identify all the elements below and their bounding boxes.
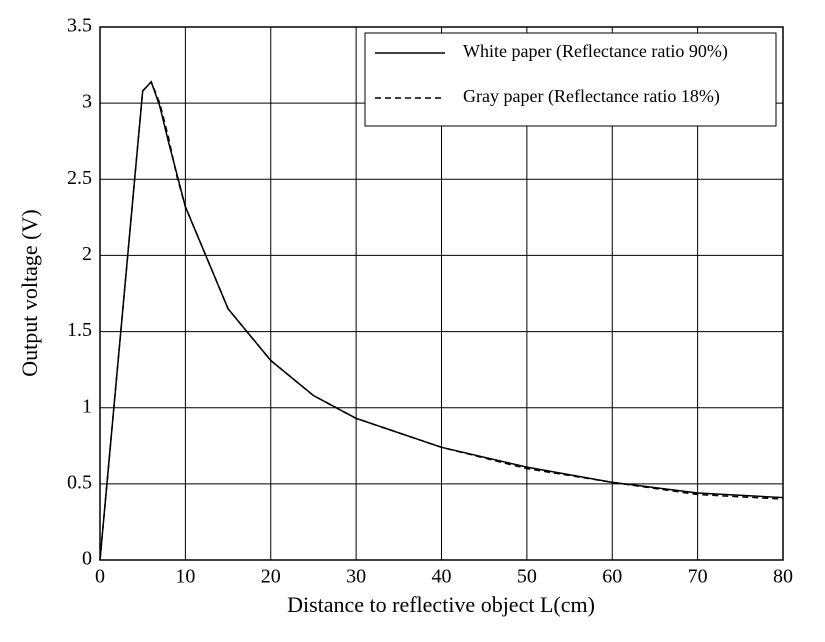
x-tick-label: 50 — [517, 566, 537, 588]
y-axis-label: Output voltage (V) — [17, 209, 42, 376]
x-tick-label: 70 — [688, 566, 708, 588]
y-tick-label: 0 — [82, 548, 92, 570]
y-tick-label: 2 — [82, 243, 92, 265]
x-tick-label: 30 — [346, 566, 366, 588]
y-tick-label: 0.5 — [67, 471, 92, 493]
x-tick-label: 40 — [432, 566, 452, 588]
y-tick-label: 3.5 — [67, 15, 92, 37]
legend-box — [364, 32, 777, 127]
x-tick-label: 20 — [261, 566, 281, 588]
x-tick-label: 80 — [773, 566, 793, 588]
y-tick-label: 1.5 — [67, 319, 92, 341]
x-tick-label: 0 — [95, 566, 105, 588]
x-tick-label: 60 — [602, 566, 622, 588]
y-tick-label: 2.5 — [67, 167, 92, 189]
data-line — [99, 80, 784, 561]
x-axis-label: Distance to reflective object L(cm) — [287, 592, 595, 617]
y-tick-label: 1 — [82, 395, 92, 417]
legend-label: Gray paper (Reflectance ratio 18%) — [463, 86, 720, 107]
plot-frame — [99, 26, 784, 561]
legend-label: White paper (Reflectance ratio 90%) — [463, 41, 728, 62]
y-tick-label: 3 — [82, 91, 92, 113]
x-tick-label: 10 — [175, 566, 195, 588]
